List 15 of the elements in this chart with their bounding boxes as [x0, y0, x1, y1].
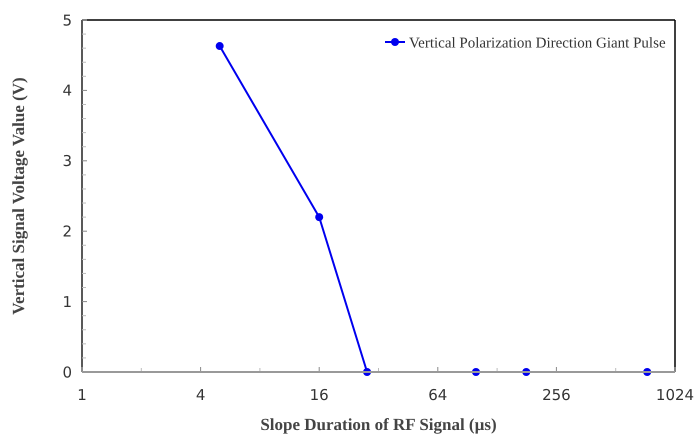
- x-axis-title: Slope Duration of RF Signal (µs): [260, 415, 497, 434]
- y-tick-label: 2: [62, 222, 72, 240]
- x-tick-label: 1024: [656, 386, 694, 404]
- x-tick-label: 1: [77, 386, 87, 404]
- x-tick-label: 64: [428, 386, 448, 404]
- y-tick-label: 5: [62, 11, 72, 30]
- legend-label: Vertical Polarization Direction Giant Pulse: [409, 35, 666, 52]
- x-tick-label: 16: [310, 386, 329, 404]
- x-tick-label: 4: [196, 386, 206, 404]
- y-axis-title: Vertical Signal Voltage Value (V): [9, 77, 28, 315]
- y-tick-label: 1: [62, 292, 72, 311]
- y-tick-label: 4: [62, 82, 72, 100]
- y-tick-label: 0: [62, 363, 72, 382]
- x-tick-label: 256: [542, 386, 571, 404]
- y-tick-label: 3: [62, 152, 72, 170]
